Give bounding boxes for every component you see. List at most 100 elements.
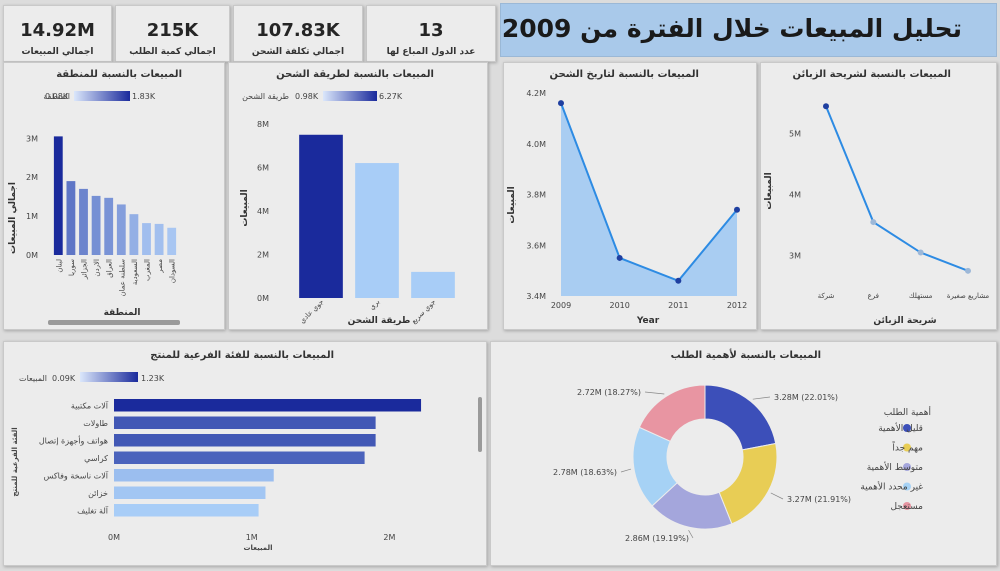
chart-title: المبيعات بالنسبة لأهمية الطلب xyxy=(671,348,821,361)
bar xyxy=(129,214,139,255)
x-axis-label: Year xyxy=(636,316,660,326)
y-tick-label: آلات ناسخة وفاكس xyxy=(44,471,109,481)
segment-chart-card: المبيعات بالنسبة لشريحة الزبائن المبيعات… xyxy=(760,62,997,330)
legend-min: 0.98K xyxy=(295,92,319,101)
x-tick-label: 2012 xyxy=(727,301,747,310)
ship-mode-bar-chart[interactable]: المبيعات بالنسبة لطريقة الشحن طريقة الشح… xyxy=(229,63,489,331)
x-tick-label: سوريا xyxy=(68,259,76,276)
y-tick-label: 3M xyxy=(26,134,38,143)
y-tick-label: 2M xyxy=(257,250,269,259)
legend-gradient xyxy=(74,91,130,101)
x-tick-label: 2011 xyxy=(668,301,688,310)
legend-title: المنطقة xyxy=(43,92,70,101)
y-tick-label: 4.2M xyxy=(526,89,546,98)
priority-donut-chart[interactable]: المبيعات بالنسبة لأهمية الطلب أهمية الطل… xyxy=(491,342,998,567)
ship-date-area-chart[interactable]: المبيعات بالنسبة لتاريخ الشحن المبيعات Y… xyxy=(504,63,758,331)
kpi-value: 14.92M xyxy=(20,20,95,41)
x-axis-label: شريحة الزبائن xyxy=(873,316,936,326)
legend-max: 1.83K xyxy=(132,92,156,101)
bar xyxy=(114,434,376,447)
kpi-label: اجمالي المبيعات xyxy=(21,47,94,57)
legend-gradient xyxy=(323,91,377,101)
x-tick-label: جوي عادي xyxy=(298,298,325,325)
priority-chart-card: المبيعات بالنسبة لأهمية الطلب أهمية الطل… xyxy=(490,341,997,566)
bar xyxy=(355,163,399,298)
legend-title: طريقة الشحن xyxy=(242,92,289,101)
x-tick-label: مستهلك xyxy=(909,292,933,300)
legend-gradient xyxy=(80,372,138,382)
data-point xyxy=(675,277,682,284)
bar xyxy=(154,223,164,255)
legend-item: متوسط الأهمية xyxy=(867,461,923,473)
y-tick-label: 3.8M xyxy=(526,191,546,200)
x-axis-label: طريقة الشحن xyxy=(348,316,411,326)
bar xyxy=(114,504,259,517)
chart-title: المبيعات بالنسبة للمنطقة xyxy=(56,69,182,80)
y-axis-label: المبيعات xyxy=(764,172,774,209)
bar xyxy=(91,195,101,255)
horizontal-scrollbar[interactable] xyxy=(48,320,180,325)
segment-line-chart[interactable]: المبيعات بالنسبة لشريحة الزبائن المبيعات… xyxy=(761,63,998,331)
y-tick-label: 0M xyxy=(26,251,38,260)
x-tick-label: بري xyxy=(368,298,382,312)
donut-slice xyxy=(718,442,778,525)
vertical-scrollbar[interactable] xyxy=(478,397,482,452)
y-tick-label: كراسي xyxy=(84,454,108,463)
area-fill xyxy=(561,103,737,297)
x-tick-label: الجزائر xyxy=(81,259,89,280)
y-tick-label: خزائن xyxy=(88,489,108,498)
bar xyxy=(114,486,266,499)
bar xyxy=(66,181,76,255)
x-tick-label: 2M xyxy=(383,533,395,542)
legend-marker xyxy=(903,502,911,510)
x-tick-label: 2010 xyxy=(609,301,629,310)
donut-slice xyxy=(638,384,706,443)
y-axis-label: المبيعات xyxy=(507,186,517,223)
kpi-value: 215K xyxy=(146,20,199,41)
kpi-label: اجمالي تكلفة الشحن xyxy=(251,47,345,57)
x-tick-label: جوي سريع xyxy=(410,298,438,326)
legend-marker xyxy=(903,482,911,491)
y-tick-label: 2M xyxy=(26,173,38,182)
x-tick-label: السودان xyxy=(169,259,177,283)
region-bar-chart[interactable]: المبيعات بالنسبة للمنطقة المنطقة 0.08K 1… xyxy=(4,63,226,331)
data-point xyxy=(917,249,924,256)
bar xyxy=(114,399,422,412)
bar xyxy=(142,223,151,255)
x-axis-label: المبيعات xyxy=(243,544,272,552)
kpi-label: عدد الدول المباع لها xyxy=(386,47,476,57)
donut-slice xyxy=(704,384,777,451)
data-point xyxy=(870,219,877,226)
y-tick-label: 5M xyxy=(789,130,801,139)
dashboard-title-banner: تحليل المبيعات خلال الفترة من 2009 الي20… xyxy=(380,3,997,57)
chart-title: المبيعات بالنسبة للفئة الفرعية للمنتج xyxy=(150,350,334,361)
bar xyxy=(411,271,455,298)
bar xyxy=(167,227,177,255)
x-tick-label: العراق xyxy=(106,259,114,278)
bar xyxy=(104,197,114,255)
legend-marker xyxy=(903,443,911,452)
series-line xyxy=(825,105,969,272)
x-tick-label: سلطنة عمان xyxy=(118,259,126,297)
y-tick-label: طاولات xyxy=(83,419,108,428)
bar xyxy=(114,416,376,429)
legend-min: 0.09K xyxy=(52,374,76,383)
y-tick-label: 3.4M xyxy=(526,292,546,301)
x-tick-label: مصر xyxy=(156,259,164,274)
leader-line xyxy=(770,492,784,500)
kpi-label: اجمالي كمية الطلب xyxy=(129,47,216,57)
y-tick-label: آلة تغليف xyxy=(77,506,109,516)
kpi-card-shipping-cost: 107.83K اجمالي تكلفة الشحن xyxy=(233,5,363,62)
leader-line xyxy=(688,529,694,539)
x-tick-label: 1M xyxy=(246,533,258,542)
kpi-value: 107.83K xyxy=(256,20,340,41)
area-line xyxy=(560,102,738,282)
subcategory-bar-chart[interactable]: المبيعات بالنسبة للفئة الفرعية للمنتج ال… xyxy=(4,342,488,567)
y-tick-label: 8M xyxy=(257,120,269,129)
y-tick-label: 3M xyxy=(789,252,801,261)
leader-line xyxy=(620,468,632,473)
x-tick-label: المغرب xyxy=(144,259,152,281)
chart-title: المبيعات بالنسبة لطريقة الشحن xyxy=(276,69,434,80)
legend-max: 1.23K xyxy=(141,374,165,383)
y-tick-label: 4.0M xyxy=(526,140,546,149)
